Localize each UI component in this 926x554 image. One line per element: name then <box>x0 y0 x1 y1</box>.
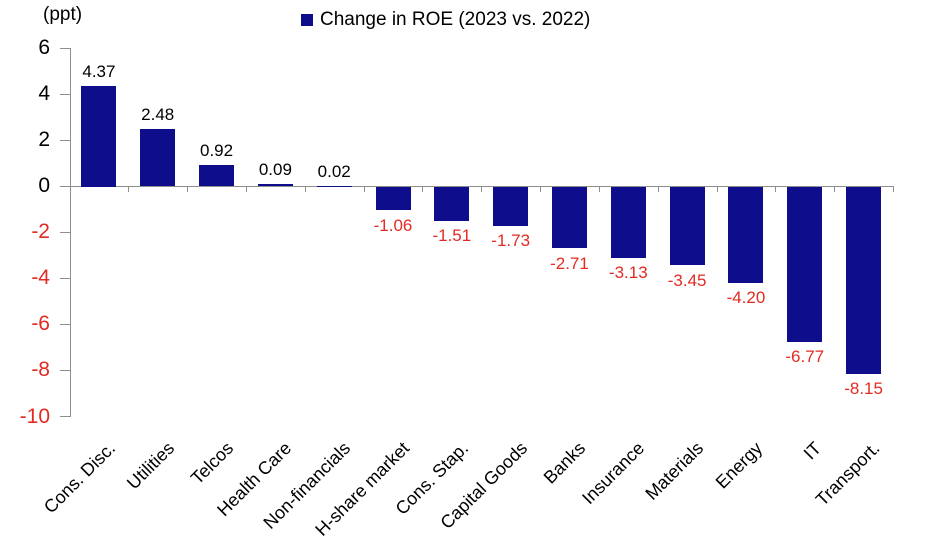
y-axis-line <box>69 48 71 417</box>
x-axis-tick <box>187 186 189 193</box>
bar-non-financials <box>316 185 352 187</box>
bar-value-label-h-share-market: -1.06 <box>373 215 413 235</box>
category-label-cons-disc: Cons. Disc. <box>39 438 120 518</box>
x-axis-tick <box>245 186 247 193</box>
bar-value-label-capital-goods: -1.73 <box>491 231 531 251</box>
bar-health-care <box>257 184 293 187</box>
category-label-utilities: Utilities <box>122 438 178 494</box>
y-tick-label: 0 <box>38 174 50 198</box>
category-label-materials: Materials <box>641 438 708 504</box>
y-tick-label: 4 <box>38 82 50 106</box>
bar-value-label-transport: -8.15 <box>844 378 883 398</box>
x-axis-tick <box>69 186 71 193</box>
category-label-telcos: Telcos <box>186 438 237 489</box>
bar-value-label-banks: -2.71 <box>550 253 589 273</box>
legend-swatch <box>301 14 313 26</box>
bar-value-label-non-financials: 0.02 <box>317 161 351 181</box>
bar-materials <box>669 186 705 265</box>
bar-cons-stap <box>434 186 470 221</box>
y-axis-tick <box>59 231 70 233</box>
x-axis-tick <box>481 186 483 193</box>
bar-insurance <box>610 186 646 258</box>
y-axis-tick <box>59 47 70 49</box>
bar-value-label-telcos: 0.92 <box>200 140 234 160</box>
category-label-banks: Banks <box>540 438 590 488</box>
category-label-insurance: Insurance <box>578 438 649 509</box>
bar-value-label-materials: -3.45 <box>667 270 707 290</box>
bar-banks <box>551 186 587 248</box>
x-axis-tick <box>893 186 894 193</box>
bar-value-label-cons-disc: 4.37 <box>82 61 116 81</box>
y-axis-tick <box>59 416 70 417</box>
bar-value-label-cons-stap: -1.51 <box>432 225 472 245</box>
y-tick-label: -4 <box>31 266 50 290</box>
bar-value-label-utilities: 2.48 <box>141 105 175 125</box>
legend-label: Change in ROE (2023 vs. 2022) <box>320 9 591 30</box>
y-tick-label: -6 <box>31 312 50 336</box>
legend: Change in ROE (2023 vs. 2022) <box>301 9 590 31</box>
bar-value-label-insurance: -3.13 <box>608 263 648 283</box>
y-axis-tick <box>59 185 70 187</box>
x-axis-tick <box>540 186 542 193</box>
x-axis-tick <box>128 186 130 193</box>
bar-telcos <box>199 164 235 186</box>
x-axis-tick <box>304 186 306 193</box>
bar-energy <box>728 186 764 283</box>
y-axis-tick <box>59 277 70 279</box>
x-axis-tick <box>422 186 424 193</box>
x-axis-tick <box>363 186 365 193</box>
bar-capital-goods <box>493 186 529 226</box>
bar-h-share-market <box>375 186 411 210</box>
y-tick-label: -10 <box>19 404 50 428</box>
x-axis-tick <box>598 186 600 193</box>
bar-cons-disc <box>81 85 117 187</box>
x-axis-tick <box>834 186 836 193</box>
bar-transport <box>846 186 882 374</box>
y-axis-tick <box>59 369 70 371</box>
x-axis-tick <box>657 186 659 193</box>
x-axis-tick <box>716 186 718 193</box>
x-axis-tick <box>775 186 777 193</box>
bar-value-label-it: -6.77 <box>785 347 825 367</box>
bar-utilities <box>140 129 176 187</box>
category-label-transport: Transport. <box>812 438 884 510</box>
y-tick-label: -2 <box>31 220 50 244</box>
axis-unit-label: (ppt) <box>43 4 83 25</box>
y-axis-tick <box>59 139 70 141</box>
category-label-it: IT <box>799 438 825 464</box>
y-tick-label: -8 <box>31 358 50 382</box>
y-axis-tick <box>59 323 70 325</box>
bar-it <box>787 186 823 342</box>
bar-value-label-energy: -4.20 <box>726 287 766 307</box>
category-label-energy: Energy <box>711 438 767 493</box>
y-axis-tick <box>59 93 70 95</box>
y-tick-label: 2 <box>38 128 50 152</box>
bar-value-label-health-care: 0.09 <box>258 160 292 180</box>
y-tick-label: 6 <box>38 36 50 59</box>
